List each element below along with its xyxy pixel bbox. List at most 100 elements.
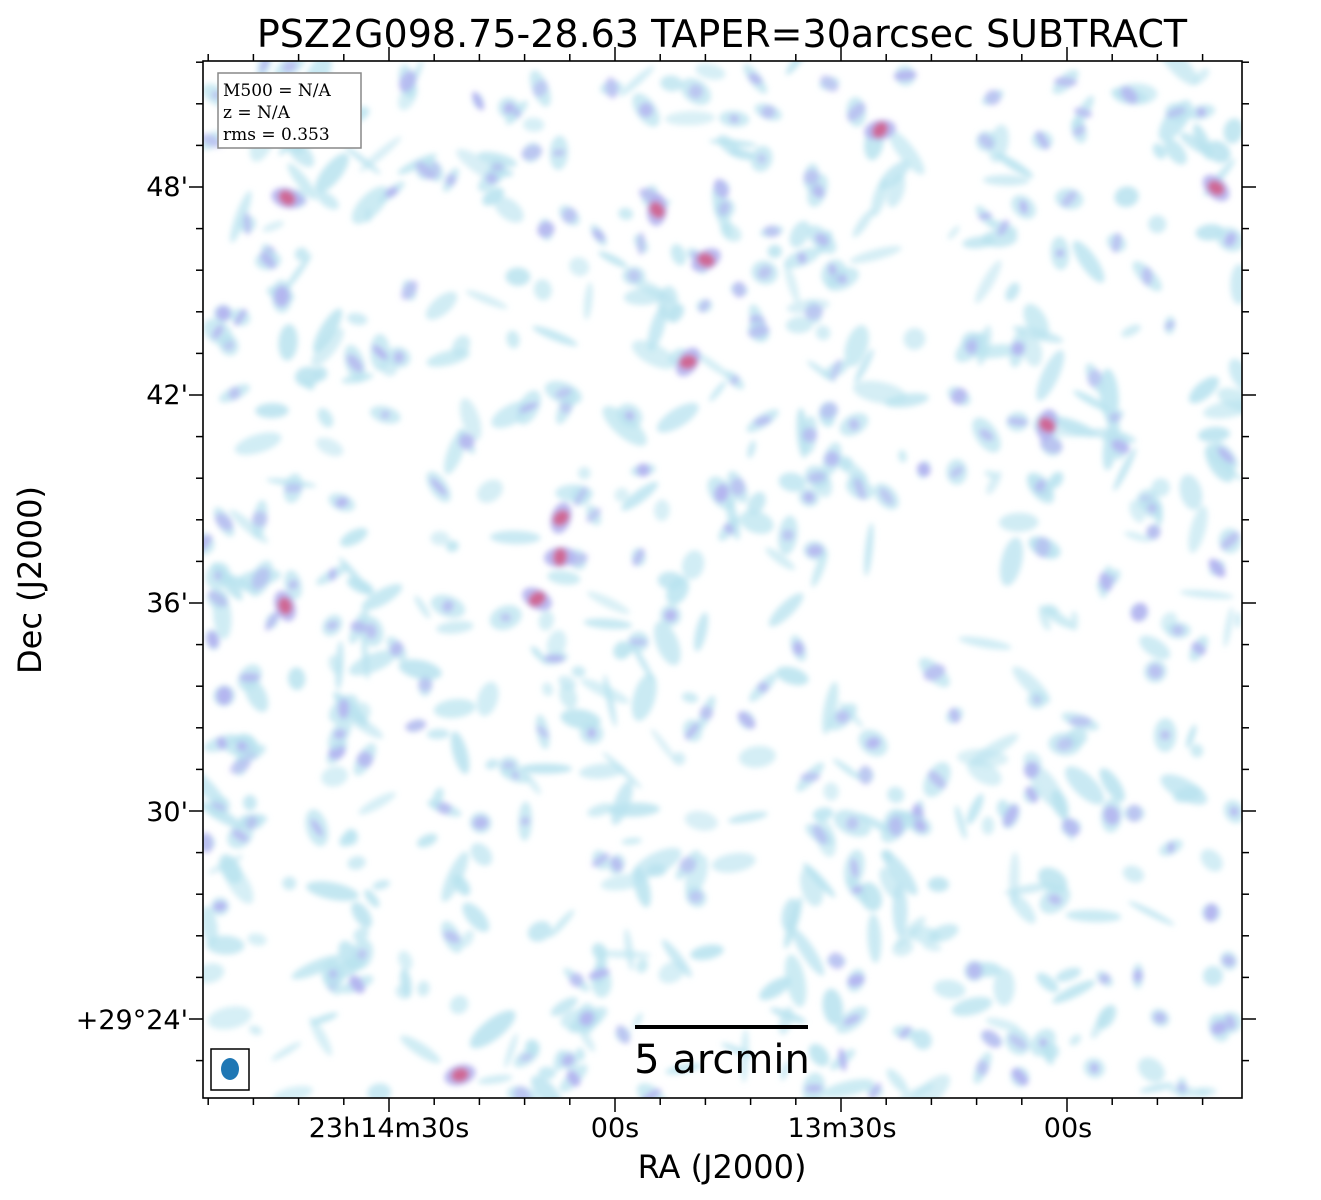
faint-emission-blob xyxy=(607,802,660,817)
emission-blob xyxy=(1130,602,1148,622)
faint-emission-blob xyxy=(578,763,625,779)
faint-emission-blob xyxy=(767,244,782,259)
emission-blob xyxy=(627,269,641,283)
emission-blob xyxy=(1019,200,1028,214)
y-tick-label: 36' xyxy=(146,588,188,619)
emission-blob xyxy=(985,89,1001,106)
faint-emission-blob xyxy=(957,748,1009,768)
info-box-frame xyxy=(217,72,362,149)
emission-blob xyxy=(1191,642,1206,655)
faint-emission-blob xyxy=(954,805,967,840)
faint-emission-blob xyxy=(477,1074,513,1085)
emission-blob xyxy=(236,741,247,751)
emission-blob xyxy=(1025,786,1038,803)
emission-blob xyxy=(978,133,994,149)
emission-blob xyxy=(1164,321,1175,330)
faint-emission-blob xyxy=(690,349,734,380)
faint-emission-blob xyxy=(577,466,591,480)
emission-blob xyxy=(1074,107,1093,118)
emission-blob xyxy=(245,816,258,830)
faint-emission-blob xyxy=(533,279,552,301)
emission-blob xyxy=(472,816,489,830)
emission-blob xyxy=(605,77,618,99)
faint-emission-blob xyxy=(650,728,677,763)
faint-emission-blob xyxy=(302,378,315,391)
faint-emission-blob xyxy=(886,174,906,208)
emission-blob xyxy=(326,620,339,630)
faint-emission-blob xyxy=(207,1006,252,1030)
faint-emission-blob xyxy=(653,621,681,666)
emission-blob xyxy=(537,221,555,238)
emission-blob xyxy=(1111,439,1130,454)
faint-emission-blob xyxy=(283,253,312,292)
emission-blob xyxy=(1153,1012,1167,1024)
emission-blob xyxy=(1061,191,1077,207)
emission-blob xyxy=(400,280,418,300)
faint-emission-blob xyxy=(887,786,905,804)
emission-blob xyxy=(1217,447,1235,464)
faint-emission-blob xyxy=(530,1075,563,1098)
faint-emission-blob xyxy=(452,874,471,896)
emission-peak xyxy=(552,510,570,526)
faint-emission-blob xyxy=(844,325,869,367)
emission-peak xyxy=(552,548,568,566)
emission-blob xyxy=(804,304,824,320)
emission-blob xyxy=(949,707,960,723)
faint-emission-blob xyxy=(791,928,825,976)
faint-emission-blob xyxy=(785,61,807,75)
faint-emission-blob xyxy=(340,527,368,547)
emission-blob xyxy=(637,232,645,256)
emission-peak xyxy=(278,190,296,206)
faint-emission-blob xyxy=(1190,743,1204,758)
faint-emission-blob xyxy=(546,629,567,659)
emission-blob xyxy=(211,802,227,811)
emission-blob xyxy=(1069,716,1092,727)
faint-emission-blob xyxy=(287,163,317,200)
emission-blob xyxy=(592,229,605,242)
faint-emission-blob xyxy=(1206,140,1231,163)
emission-peak xyxy=(1207,180,1225,196)
emission-blob xyxy=(239,672,260,683)
faint-emission-blob xyxy=(1122,865,1145,883)
emission-blob xyxy=(536,725,549,739)
faint-emission-blob xyxy=(346,577,374,595)
emission-blob xyxy=(950,466,964,478)
faint-emission-blob xyxy=(580,678,630,704)
faint-emission-blob xyxy=(230,190,252,243)
faint-emission-blob xyxy=(1072,240,1105,283)
faint-emission-blob xyxy=(871,178,888,217)
emission-blob xyxy=(214,570,222,581)
emission-blob xyxy=(585,507,602,523)
emission-blob xyxy=(737,711,756,729)
faint-emission-blob xyxy=(1044,604,1059,616)
plot-frame xyxy=(202,60,1243,1099)
faint-emission-blob xyxy=(1114,186,1139,208)
emission-blob xyxy=(757,265,772,280)
faint-emission-blob xyxy=(1152,143,1166,160)
emission-blob xyxy=(1222,955,1236,967)
faint-emission-blob xyxy=(1223,606,1234,648)
emission-blob xyxy=(757,153,767,164)
emission-blob xyxy=(513,1086,531,1098)
emission-blob xyxy=(1089,1063,1099,1074)
faint-emission-blob xyxy=(1159,61,1199,86)
faint-emission-blob xyxy=(839,456,853,471)
faint-emission-blob xyxy=(1179,589,1234,599)
faint-emission-blob xyxy=(1050,416,1097,438)
emission-blob xyxy=(807,471,826,483)
faint-emission-blob xyxy=(1023,303,1049,339)
emission-blob xyxy=(1160,729,1171,741)
emission-blob xyxy=(730,478,746,496)
faint-emission-blob xyxy=(1230,263,1242,305)
emission-blob xyxy=(1147,503,1157,514)
emission-blob xyxy=(586,728,597,739)
emission-blob xyxy=(699,706,714,720)
emission-blob xyxy=(838,1048,847,1072)
emission-blob xyxy=(636,463,650,477)
emission-blob xyxy=(828,952,845,970)
faint-emission-blob xyxy=(739,510,774,534)
faint-emission-blob xyxy=(1128,901,1175,926)
faint-emission-blob xyxy=(353,927,369,942)
emission-blob xyxy=(1034,479,1046,491)
faint-emission-blob xyxy=(765,547,796,571)
